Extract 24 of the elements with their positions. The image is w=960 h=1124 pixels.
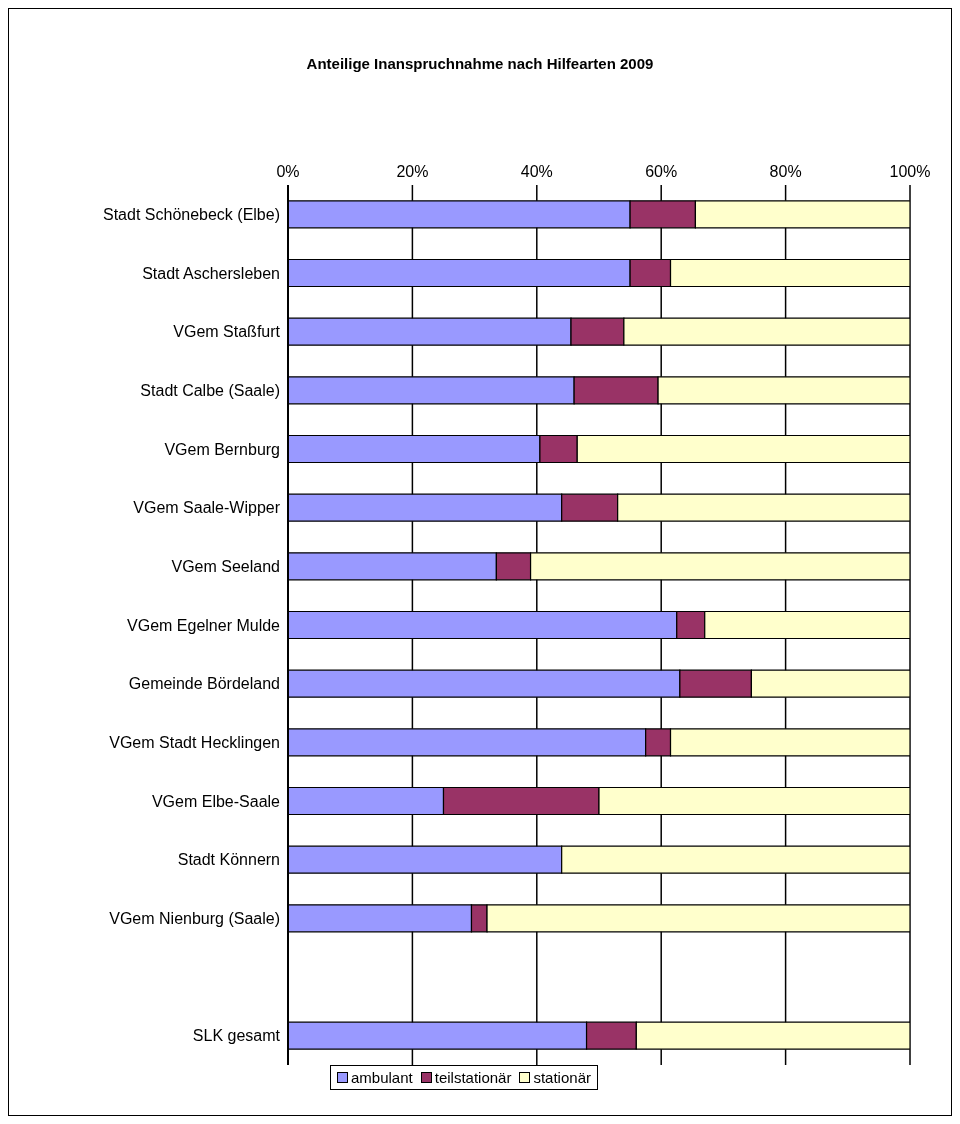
x-tick-label: 80% bbox=[769, 163, 802, 180]
y-tick-label: Stadt Aschersleben bbox=[142, 264, 280, 282]
x-tick-label: 100% bbox=[889, 163, 931, 180]
y-tick-label: VGem Saale-Wipper bbox=[133, 499, 281, 517]
y-tick-label: VGem Elbe-Saale bbox=[151, 792, 281, 810]
y-tick-label: Stadt Calbe (Saale) bbox=[140, 382, 280, 400]
y-tick-label: VGem Stadt Hecklingen bbox=[109, 734, 280, 752]
legend-label: stationär bbox=[532, 1069, 591, 1086]
y-tick-label: SLK gesamt bbox=[192, 1027, 281, 1045]
chart-title: Anteilige Inanspruchnahme nach Hilfearten 2009 bbox=[305, 55, 655, 72]
x-tick-label: 40% bbox=[520, 163, 553, 180]
y-tick-label: VGem Seeland bbox=[171, 558, 280, 576]
y-tick-label: VGem Bernburg bbox=[164, 440, 280, 458]
y-tick-label: VGem Nienburg (Saale) bbox=[109, 910, 280, 928]
y-tick-label: VGem Egelner Mulde bbox=[127, 616, 281, 634]
y-tick-label: Stadt Schönebeck (Elbe) bbox=[103, 206, 280, 224]
y-tick-label: Stadt Könnern bbox=[177, 851, 280, 869]
y-tick-label: VGem Staßfurt bbox=[173, 323, 281, 341]
y-tick-label: Gemeinde Bördeland bbox=[128, 675, 280, 693]
x-tick-label: 60% bbox=[645, 163, 678, 180]
legend-label: ambulant bbox=[350, 1069, 413, 1086]
x-tick-label: 20% bbox=[396, 163, 429, 180]
legend-label: teilstationär bbox=[433, 1069, 512, 1086]
x-tick-label: 0% bbox=[276, 163, 300, 180]
